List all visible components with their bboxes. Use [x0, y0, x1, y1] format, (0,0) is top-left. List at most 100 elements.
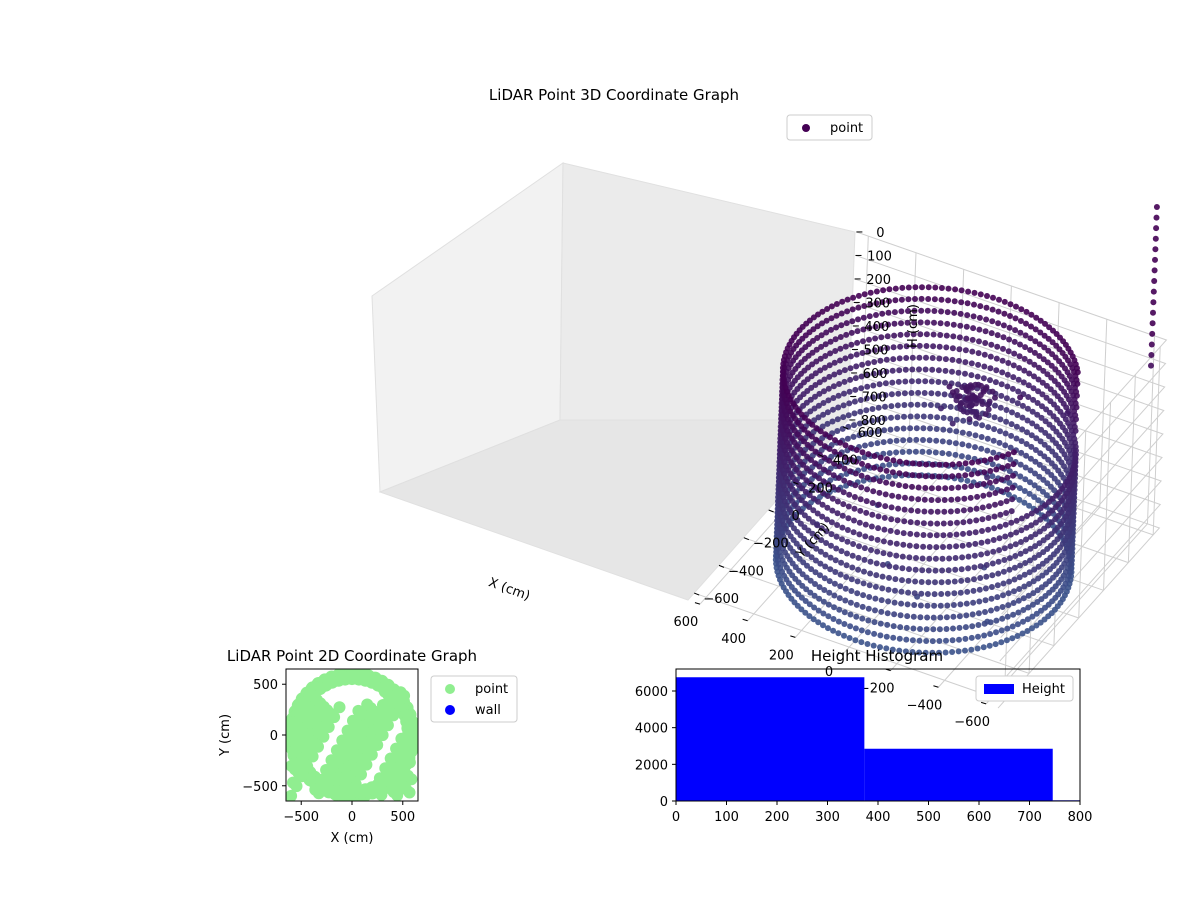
data-point — [931, 591, 938, 598]
data-point — [1045, 335, 1052, 342]
data-point — [816, 595, 823, 602]
data-point — [987, 377, 993, 384]
data-point — [898, 308, 905, 315]
data-point — [997, 523, 1003, 530]
data-point — [982, 328, 989, 335]
data-point — [886, 563, 893, 570]
data-point — [976, 314, 983, 321]
data-point — [895, 390, 902, 397]
data-point — [963, 387, 970, 394]
data-point — [873, 560, 880, 567]
data-point — [975, 350, 982, 357]
data-point — [954, 519, 960, 526]
data-point — [956, 346, 963, 353]
chart-2d: LiDAR Point 2D Coordinate Graph −500 0 500… — [218, 647, 518, 846]
data-point — [781, 510, 788, 517]
data-point — [925, 296, 932, 302]
data-point — [994, 343, 1001, 350]
data-point — [827, 554, 834, 561]
data-point — [1008, 519, 1015, 526]
data-point — [813, 436, 819, 443]
data-point — [879, 585, 886, 592]
data-point — [894, 414, 901, 421]
data-point — [940, 414, 947, 421]
data-point — [1026, 569, 1033, 576]
data-point — [875, 416, 882, 423]
data-point — [926, 555, 933, 562]
data-point — [994, 594, 1001, 601]
data-point — [943, 637, 949, 644]
data-point — [1011, 564, 1018, 571]
data-point — [1040, 488, 1046, 495]
data-point — [821, 376, 828, 383]
data-point — [938, 405, 944, 412]
data-point — [902, 366, 909, 373]
data-point — [860, 338, 866, 345]
data-point — [943, 614, 950, 621]
data-point — [855, 554, 862, 561]
data-point — [1023, 536, 1029, 543]
data-point — [891, 611, 898, 618]
data-point — [847, 611, 854, 618]
data-point-2d — [286, 729, 298, 742]
x-axis-label-3d: X (cm) — [486, 575, 532, 604]
data-point — [958, 453, 965, 460]
data-point — [882, 491, 889, 498]
data-point — [985, 515, 992, 521]
x-tick-label-3d: 200 — [769, 648, 794, 663]
data-point — [1036, 540, 1043, 547]
data-point — [904, 331, 911, 338]
data-point — [1027, 479, 1033, 486]
data-point — [807, 468, 814, 475]
data-point — [995, 570, 1002, 577]
data-point — [1038, 607, 1044, 614]
data-point — [1006, 479, 1013, 486]
data-point — [862, 430, 869, 437]
data-point — [877, 369, 883, 376]
data-point — [866, 336, 872, 343]
data-point — [882, 380, 889, 387]
data-point — [929, 638, 936, 645]
data-point — [868, 429, 875, 436]
data-point — [832, 569, 839, 575]
data-point — [902, 494, 908, 501]
data-point — [999, 369, 1006, 376]
data-point — [880, 538, 887, 545]
data-point — [883, 645, 890, 652]
data-point — [930, 626, 937, 633]
data-point — [1030, 578, 1037, 585]
data-point — [903, 355, 910, 361]
data-point — [1152, 256, 1158, 263]
data-point — [974, 493, 981, 500]
data-point — [974, 645, 981, 652]
data-point — [977, 563, 984, 570]
data-point — [905, 308, 911, 314]
data-point — [855, 566, 862, 573]
data-point — [887, 539, 894, 546]
data-point — [831, 371, 838, 378]
data-point — [912, 284, 919, 291]
grid-line — [818, 454, 1129, 564]
data-point-2d — [333, 701, 346, 714]
data-point — [782, 474, 789, 481]
data-point — [915, 389, 922, 396]
data-point — [871, 453, 878, 459]
x-tick-label-histogram: 0 — [672, 810, 680, 825]
data-point — [815, 607, 822, 614]
data-point — [841, 477, 848, 484]
data-point — [887, 438, 894, 445]
data-point — [914, 413, 921, 420]
x-tick-label-histogram: 800 — [1068, 810, 1093, 825]
data-point — [865, 617, 872, 624]
data-point — [956, 334, 963, 341]
data-point — [940, 426, 947, 433]
data-point — [1022, 476, 1029, 483]
data-point — [873, 288, 880, 295]
data-point — [1021, 571, 1028, 578]
data-point — [871, 347, 878, 354]
data-point — [929, 473, 936, 480]
data-point — [977, 575, 984, 581]
data-point — [972, 540, 979, 547]
data-point — [841, 390, 847, 397]
data-point — [948, 485, 955, 491]
